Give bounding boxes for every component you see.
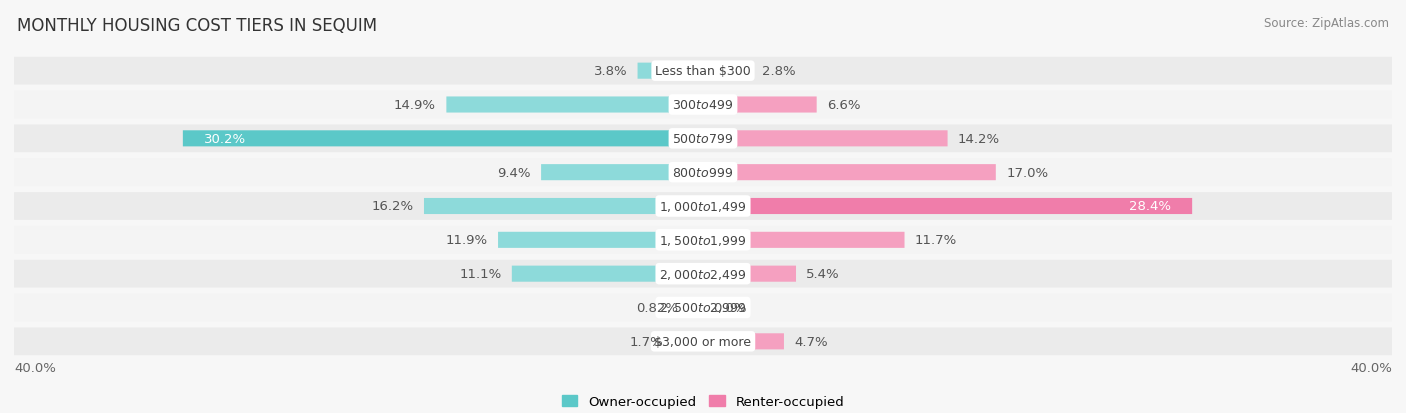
Text: $500 to $799: $500 to $799 [672, 133, 734, 145]
Legend: Owner-occupied, Renter-occupied: Owner-occupied, Renter-occupied [557, 389, 849, 413]
Text: 14.9%: 14.9% [394, 99, 436, 112]
Text: Source: ZipAtlas.com: Source: ZipAtlas.com [1264, 17, 1389, 29]
FancyBboxPatch shape [425, 199, 703, 214]
FancyBboxPatch shape [703, 64, 751, 80]
FancyBboxPatch shape [703, 97, 817, 113]
Text: $300 to $499: $300 to $499 [672, 99, 734, 112]
Text: 11.7%: 11.7% [915, 234, 957, 247]
Text: 0.0%: 0.0% [713, 301, 747, 314]
FancyBboxPatch shape [183, 131, 703, 147]
Text: $800 to $999: $800 to $999 [672, 166, 734, 179]
Text: 3.8%: 3.8% [593, 65, 627, 78]
FancyBboxPatch shape [498, 232, 703, 248]
Text: MONTHLY HOUSING COST TIERS IN SEQUIM: MONTHLY HOUSING COST TIERS IN SEQUIM [17, 17, 377, 34]
Text: 6.6%: 6.6% [827, 99, 860, 112]
FancyBboxPatch shape [541, 165, 703, 181]
Text: 30.2%: 30.2% [204, 133, 246, 145]
Text: 17.0%: 17.0% [1007, 166, 1049, 179]
FancyBboxPatch shape [673, 333, 703, 349]
FancyBboxPatch shape [703, 266, 796, 282]
FancyBboxPatch shape [14, 125, 1392, 153]
FancyBboxPatch shape [14, 294, 1392, 322]
Text: 14.2%: 14.2% [957, 133, 1000, 145]
Text: 28.4%: 28.4% [1129, 200, 1171, 213]
Text: $1,000 to $1,499: $1,000 to $1,499 [659, 199, 747, 214]
Text: $2,500 to $2,999: $2,500 to $2,999 [659, 301, 747, 315]
FancyBboxPatch shape [14, 159, 1392, 187]
Text: 2.8%: 2.8% [762, 65, 796, 78]
FancyBboxPatch shape [446, 97, 703, 113]
FancyBboxPatch shape [14, 192, 1392, 221]
FancyBboxPatch shape [703, 199, 1192, 214]
FancyBboxPatch shape [14, 328, 1392, 355]
Text: 5.4%: 5.4% [807, 268, 839, 280]
Text: Less than $300: Less than $300 [655, 65, 751, 78]
Text: 0.82%: 0.82% [637, 301, 679, 314]
FancyBboxPatch shape [703, 333, 785, 349]
Text: 40.0%: 40.0% [14, 361, 56, 374]
Text: $2,000 to $2,499: $2,000 to $2,499 [659, 267, 747, 281]
Text: 4.7%: 4.7% [794, 335, 828, 348]
Text: 9.4%: 9.4% [498, 166, 531, 179]
FancyBboxPatch shape [14, 91, 1392, 119]
Text: 1.7%: 1.7% [630, 335, 664, 348]
FancyBboxPatch shape [14, 58, 1392, 85]
FancyBboxPatch shape [703, 165, 995, 181]
Text: $1,500 to $1,999: $1,500 to $1,999 [659, 233, 747, 247]
FancyBboxPatch shape [14, 226, 1392, 254]
Text: 40.0%: 40.0% [1350, 361, 1392, 374]
FancyBboxPatch shape [703, 131, 948, 147]
FancyBboxPatch shape [512, 266, 703, 282]
FancyBboxPatch shape [703, 232, 904, 248]
Text: 11.1%: 11.1% [460, 268, 502, 280]
FancyBboxPatch shape [689, 300, 703, 316]
Text: 16.2%: 16.2% [371, 200, 413, 213]
Text: 11.9%: 11.9% [446, 234, 488, 247]
FancyBboxPatch shape [14, 260, 1392, 288]
FancyBboxPatch shape [637, 64, 703, 80]
Text: $3,000 or more: $3,000 or more [655, 335, 751, 348]
